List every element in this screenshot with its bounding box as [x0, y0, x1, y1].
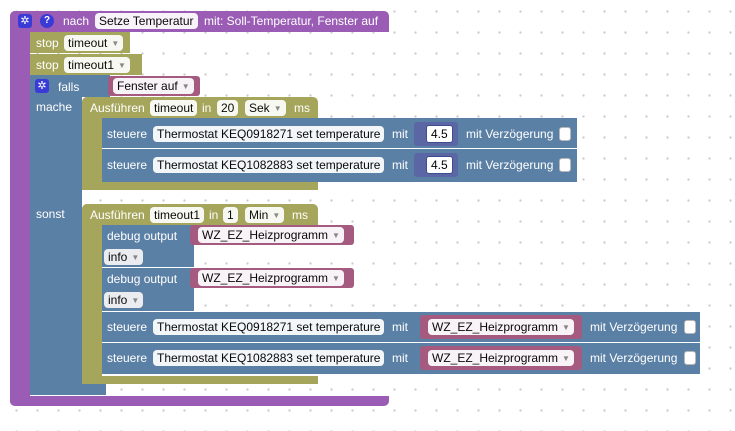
gear-icon[interactable]: ✲: [18, 14, 32, 28]
thermostat-target-field[interactable]: Thermostat KEQ0918271 set temperature: [153, 126, 385, 142]
stop-timeout1-dropdown[interactable]: timeout1 ▼: [64, 57, 130, 73]
steuere-label: steuere: [107, 351, 148, 365]
help-icon[interactable]: ?: [40, 14, 54, 28]
timeout-name-field[interactable]: timeout: [150, 100, 198, 116]
timeout1-amount-field[interactable]: 1: [223, 207, 238, 223]
condition-dropdown[interactable]: Fenster auf ▼: [113, 78, 194, 94]
debug-value-dropdown[interactable]: WZ_EZ_Heizprogramm ▼: [198, 227, 344, 243]
delay-checkbox[interactable]: [559, 158, 571, 172]
procedure-name-field[interactable]: Setze Temperatur: [95, 13, 198, 29]
falls-label: falls: [58, 80, 80, 94]
delay-label: mit Verzögerung: [466, 158, 554, 172]
timeout1-unit-dropdown[interactable]: Min ▼: [245, 207, 285, 223]
stop-label: stop: [36, 36, 59, 50]
chevron-down-icon: ▼: [131, 253, 140, 262]
if-footer: [30, 383, 106, 395]
delay-checkbox[interactable]: [684, 351, 696, 365]
run-timeout-block[interactable]: [82, 97, 102, 190]
steuere-label: steuere: [107, 320, 148, 334]
mit-label: mit: [392, 158, 408, 172]
chevron-down-icon: ▼: [562, 323, 570, 332]
stop-label: stop: [36, 58, 59, 72]
timeout-amount-field[interactable]: 20: [217, 100, 239, 116]
if-else-block[interactable]: [30, 75, 82, 395]
delay-label: mit Verzögerung: [590, 351, 678, 365]
log-level-dropdown[interactable]: info ▼: [104, 292, 144, 308]
log-level-dropdown[interactable]: info ▼: [104, 249, 144, 265]
procedure-block[interactable]: [10, 11, 30, 406]
run-timeout-footer: [82, 182, 318, 190]
ausfuehren-label: Ausführen: [90, 208, 145, 222]
chevron-down-icon: ▼: [111, 39, 120, 48]
thermostat-target-field[interactable]: Thermostat KEQ0918271 set temperature: [153, 319, 385, 335]
mit-label: mit: [392, 320, 408, 334]
timeout-unit-dropdown[interactable]: Sek ▼: [245, 100, 286, 116]
temperature-value-dropdown[interactable]: WZ_EZ_Heizprogramm ▼: [428, 319, 574, 335]
ausfuehren-label: Ausführen: [90, 101, 145, 115]
procedure-footer: [10, 396, 389, 406]
debug-output-label: debug output: [107, 229, 178, 243]
nach-label: nach: [63, 14, 90, 28]
sonst-label: sonst: [36, 207, 65, 221]
delay-label: mit Verzögerung: [590, 320, 678, 334]
in-label: in: [209, 208, 219, 222]
run-timeout1-block[interactable]: [82, 204, 102, 384]
procedure-params-label: mit: Soll-Temperatur, Fenster auf: [204, 14, 379, 28]
steuere-label: steuere: [107, 158, 148, 172]
thermostat-target-field[interactable]: Thermostat KEQ1082883 set temperature: [153, 350, 385, 366]
mit-label: mit: [392, 351, 408, 365]
timeout1-name-field[interactable]: timeout1: [150, 207, 205, 223]
stop-timeout-dropdown[interactable]: timeout ▼: [64, 35, 124, 51]
delay-checkbox[interactable]: [684, 320, 696, 334]
debug-value-dropdown[interactable]: WZ_EZ_Heizprogramm ▼: [198, 270, 344, 286]
ms-label: ms: [294, 101, 310, 115]
chevron-down-icon: ▼: [273, 104, 282, 113]
run-timeout1-footer: [82, 376, 318, 384]
ms-label: ms: [292, 208, 308, 222]
chevron-down-icon: ▼: [131, 296, 140, 305]
delay-label: mit Verzögerung: [466, 127, 554, 141]
in-label: in: [202, 101, 212, 115]
temperature-value-field[interactable]: 4.5: [426, 125, 453, 143]
gear-icon[interactable]: ✲: [35, 79, 49, 93]
chevron-down-icon: ▼: [181, 82, 190, 91]
thermostat-target-field[interactable]: Thermostat KEQ1082883 set temperature: [153, 157, 385, 173]
chevron-down-icon: ▼: [332, 274, 340, 283]
steuere-label: steuere: [107, 127, 148, 141]
temperature-value-dropdown[interactable]: WZ_EZ_Heizprogramm ▼: [428, 350, 574, 366]
temperature-value-field[interactable]: 4.5: [426, 156, 453, 174]
chevron-down-icon: ▼: [332, 231, 340, 240]
delay-checkbox[interactable]: [559, 127, 571, 141]
mache-label: mache: [36, 100, 73, 114]
mit-label: mit: [392, 127, 408, 141]
chevron-down-icon: ▼: [562, 354, 570, 363]
chevron-down-icon: ▼: [118, 61, 126, 70]
chevron-down-icon: ▼: [272, 211, 281, 220]
debug-output-label: debug output: [107, 272, 178, 286]
if-header[interactable]: [30, 75, 110, 97]
